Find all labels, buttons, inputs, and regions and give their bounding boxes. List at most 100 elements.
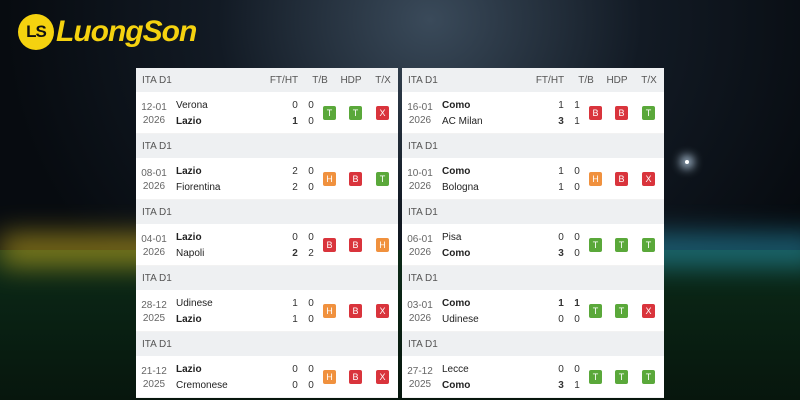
league-header: ITA D1 FT/HT T/B HDP T/X: [136, 68, 398, 92]
league-header: ITA D1: [136, 134, 398, 158]
match-row[interactable]: 10-01 2026 Como Bologna 1 0 1 0 H B X: [402, 158, 664, 200]
match-row[interactable]: 16-01 2026 Como AC Milan 1 1 3 1 B B T: [402, 92, 664, 134]
match-date: 03-01 2026: [406, 299, 434, 325]
away-ht: 1: [574, 116, 580, 127]
league-name: ITA D1: [142, 140, 172, 152]
match-row[interactable]: 21-12 2025 Lazio Cremonese 0 0 0 0 H B X: [136, 356, 398, 398]
home-team[interactable]: Como: [442, 298, 471, 309]
tb-badge: T: [589, 370, 602, 384]
tx-badge: H: [376, 238, 389, 252]
home-team[interactable]: Pisa: [442, 232, 462, 243]
date-year: 2026: [142, 181, 166, 192]
tb-badge: T: [589, 238, 602, 252]
away-ft: 3: [558, 380, 564, 391]
tx-badge: T: [642, 238, 655, 252]
home-ft: 0: [292, 232, 298, 243]
site-logo[interactable]: LS LuongSon: [18, 14, 197, 50]
league-header: ITA D1 FT/HT T/B HDP T/X: [402, 68, 664, 92]
match-row[interactable]: 06-01 2026 Pisa Como 0 0 3 0 T T T: [402, 224, 664, 266]
tx-badge: X: [642, 172, 655, 186]
hdp-badge: B: [349, 370, 362, 384]
tb-badge: B: [323, 238, 336, 252]
match-date: 10-01 2026: [406, 167, 434, 193]
home-team[interactable]: Udinese: [176, 298, 213, 309]
date-day: 28-12: [141, 300, 167, 311]
away-team[interactable]: AC Milan: [442, 116, 483, 127]
match-date: 12-01 2026: [140, 101, 168, 127]
home-ht: 0: [574, 364, 580, 375]
tb-badge: H: [323, 370, 336, 384]
away-team[interactable]: Cremonese: [176, 380, 228, 391]
hdp-badge: B: [615, 106, 628, 120]
home-team[interactable]: Verona: [176, 100, 208, 111]
match-row[interactable]: 03-01 2026 Como Udinese 1 1 0 0 T T X: [402, 290, 664, 332]
home-team[interactable]: Lazio: [176, 232, 202, 243]
date-day: 27-12: [407, 366, 433, 377]
league-name: ITA D1: [142, 272, 172, 284]
league-name: ITA D1: [142, 338, 172, 350]
away-team[interactable]: Lazio: [176, 314, 202, 325]
home-team[interactable]: Lecce: [442, 364, 469, 375]
match-date: 16-01 2026: [406, 101, 434, 127]
league-name: ITA D1: [408, 338, 438, 350]
col-hdp: HDP: [606, 74, 628, 86]
logo-text: LuongSon: [56, 15, 197, 48]
away-ht: 0: [308, 380, 314, 391]
match-date: 08-01 2026: [140, 167, 168, 193]
hdp-badge: T: [615, 304, 628, 318]
away-ft: 3: [558, 248, 564, 259]
away-ht: 1: [574, 380, 580, 391]
away-team[interactable]: Como: [442, 248, 471, 259]
home-ft: 1: [558, 166, 564, 177]
away-ht: 0: [574, 182, 580, 193]
lazio-recent-matches: ITA D1 FT/HT T/B HDP T/X 12-01 2026 Verona La…: [136, 68, 398, 398]
date-day: 21-12: [141, 366, 167, 377]
home-team[interactable]: Como: [442, 166, 471, 177]
home-ht: 0: [574, 166, 580, 177]
background-pitch: [0, 250, 800, 400]
match-row[interactable]: 04-01 2026 Lazio Napoli 0 0 2 2 B B H: [136, 224, 398, 266]
home-ht: 0: [308, 364, 314, 375]
league-header: ITA D1: [402, 332, 664, 356]
away-team[interactable]: Fiorentina: [176, 182, 221, 193]
light-flare: [685, 160, 689, 164]
away-team[interactable]: Bologna: [442, 182, 479, 193]
col-tb: T/B: [312, 74, 328, 86]
home-ft: 1: [558, 100, 564, 111]
tb-badge: H: [323, 172, 336, 186]
away-team[interactable]: Udinese: [442, 314, 479, 325]
away-ht: 2: [308, 248, 314, 259]
tx-badge: X: [376, 304, 389, 318]
col-hdp: HDP: [340, 74, 362, 86]
tx-badge: X: [376, 370, 389, 384]
tb-badge: B: [589, 106, 602, 120]
home-ht: 0: [308, 100, 314, 111]
home-team[interactable]: Lazio: [176, 166, 202, 177]
match-row[interactable]: 08-01 2026 Lazio Fiorentina 2 0 2 0 H B T: [136, 158, 398, 200]
away-team[interactable]: Napoli: [176, 248, 205, 259]
col-tx: T/X: [375, 74, 391, 86]
hdp-badge: B: [615, 172, 628, 186]
match-row[interactable]: 28-12 2025 Udinese Lazio 1 0 1 0 H B X: [136, 290, 398, 332]
date-year: 2025: [142, 379, 166, 390]
home-team[interactable]: Lazio: [176, 364, 202, 375]
date-year: 2026: [142, 247, 166, 258]
away-team[interactable]: Como: [442, 380, 471, 391]
away-team[interactable]: Lazio: [176, 116, 202, 127]
home-team[interactable]: Como: [442, 100, 471, 111]
home-ft: 0: [292, 364, 298, 375]
tb-badge: H: [589, 172, 602, 186]
date-day: 04-01: [141, 234, 167, 245]
home-ft: 0: [558, 232, 564, 243]
league-name: ITA D1: [408, 272, 438, 284]
match-date: 06-01 2026: [406, 233, 434, 259]
tx-badge: T: [642, 106, 655, 120]
away-ft: 2: [292, 182, 298, 193]
home-ft: 0: [292, 100, 298, 111]
match-row[interactable]: 27-12 2025 Lecce Como 0 0 3 1 T T T: [402, 356, 664, 398]
col-tx: T/X: [641, 74, 657, 86]
away-ht: 0: [574, 248, 580, 259]
match-row[interactable]: 12-01 2026 Verona Lazio 0 0 1 0 T T X: [136, 92, 398, 134]
match-date: 04-01 2026: [140, 233, 168, 259]
home-ht: 0: [308, 166, 314, 177]
